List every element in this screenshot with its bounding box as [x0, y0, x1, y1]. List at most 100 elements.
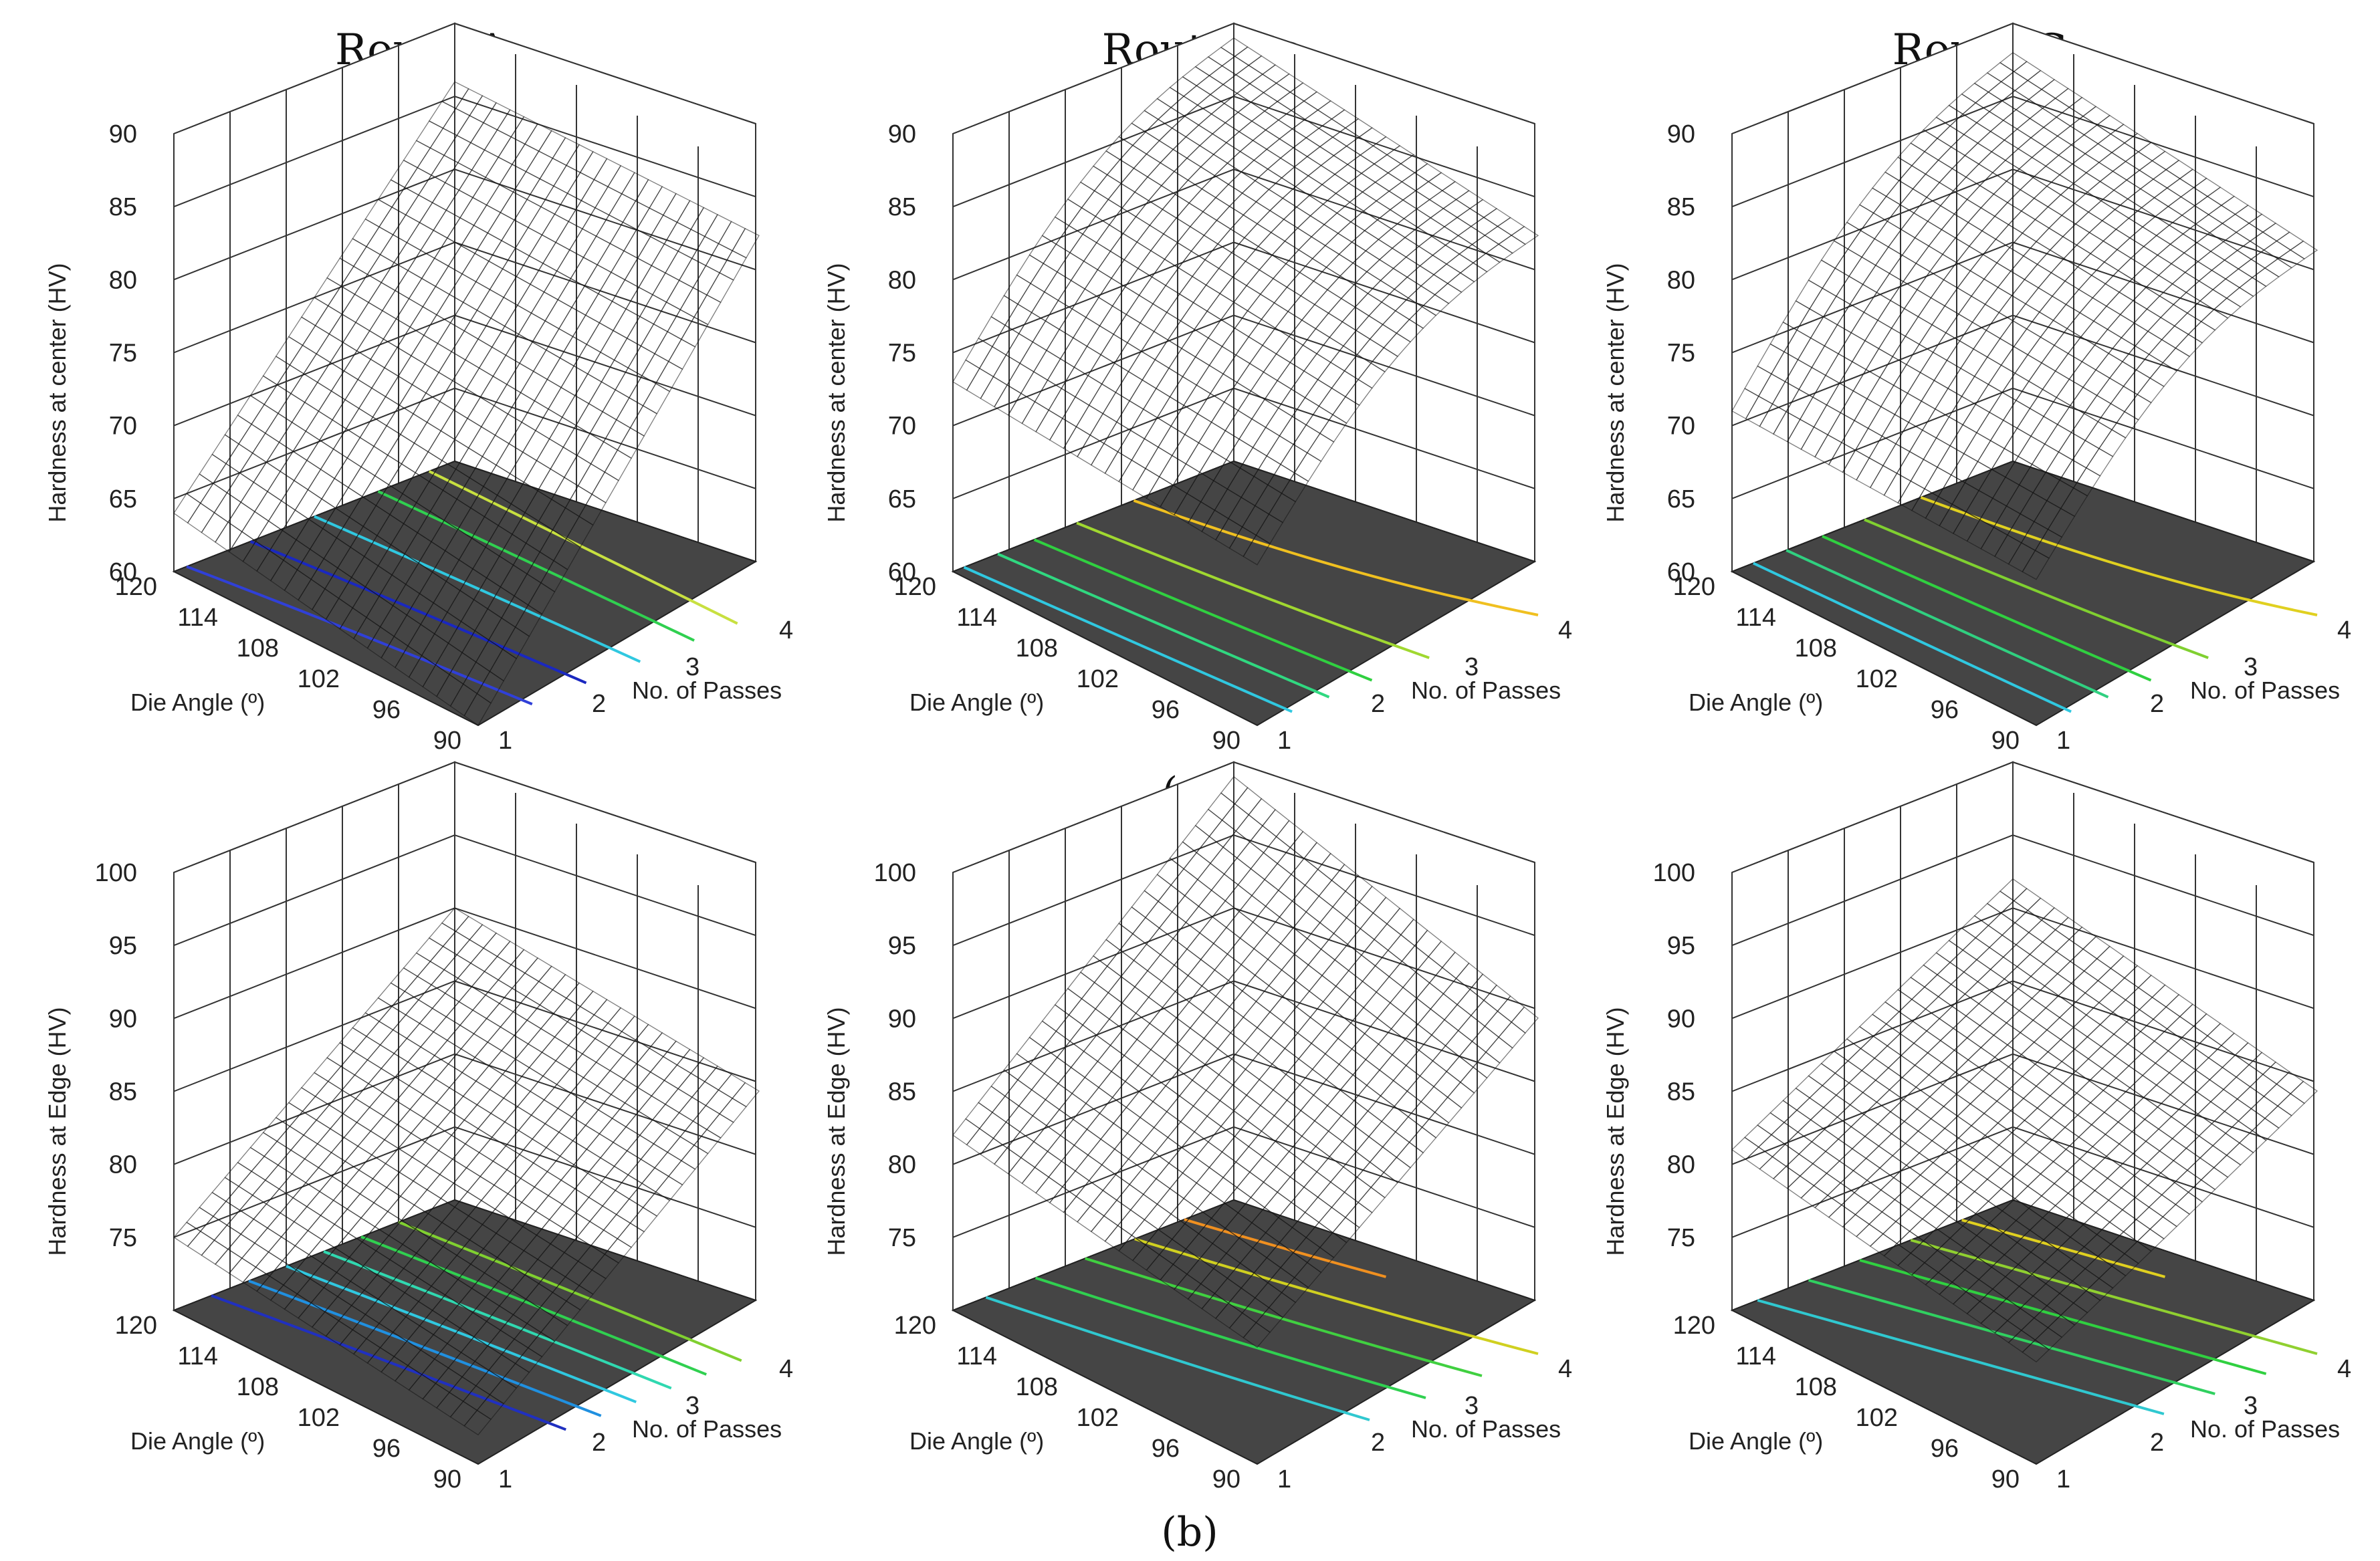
x-tick-label: 3 [1465, 1392, 1479, 1420]
z-tick-label: 95 [1667, 932, 1695, 960]
z-tick-label: 85 [1667, 193, 1695, 221]
z-tick-label: 90 [888, 1005, 916, 1033]
contour-line [1920, 496, 2318, 616]
z-tick-label: 75 [1667, 340, 1695, 368]
contour-line [249, 540, 587, 685]
z-tick-label: 100 [1653, 859, 1695, 887]
y-tick-label: 102 [298, 665, 340, 693]
y-axis-title: Die Angle (º) [909, 1427, 1044, 1455]
wall-gridline [952, 314, 1535, 427]
y-tick-label: 114 [956, 604, 997, 632]
x-tick-label: 4 [2337, 1355, 2351, 1383]
x-tick-label: 2 [592, 1429, 606, 1457]
y-tick-label: 114 [1735, 1342, 1776, 1370]
z-tick-label: 90 [888, 120, 916, 148]
wall-gridline [1731, 22, 2314, 134]
y-axis-title: Die Angle (º) [1689, 689, 1823, 716]
x-axis-title: No. of Passes [2190, 1415, 2340, 1443]
wall-gridline [173, 834, 756, 947]
y-tick-label: 114 [177, 604, 218, 632]
contour-line [985, 1296, 1370, 1421]
contour-line [1133, 499, 1539, 616]
wall-gridline [173, 761, 756, 873]
contour-line [186, 565, 533, 706]
surface-panel: 60 65 70 75 80 85 90 1 2 3 4 90 96 102 108 114 120 Hardne… [43, 22, 793, 755]
floor-plane [951, 1199, 1537, 1465]
wall-gridline [173, 980, 756, 1092]
contour-line [360, 1235, 708, 1376]
contour-line [1184, 1218, 1387, 1278]
z-axis-title: Hardness at center (HV) [43, 263, 71, 522]
wall-gridline [1731, 314, 2314, 427]
wall-gridline [1731, 907, 2314, 1019]
z-tick-label: 85 [1667, 1078, 1695, 1106]
wall-gridline [952, 22, 1535, 134]
z-tick-label: 80 [888, 266, 916, 294]
x-tick-label: 1 [498, 727, 512, 755]
x-tick-label: 1 [2056, 1465, 2070, 1493]
wall-gridline [173, 96, 756, 208]
wall-gridline [952, 168, 1535, 281]
z-tick-label: 85 [109, 1078, 137, 1106]
y-axis-title: Die Angle (º) [130, 1427, 265, 1455]
z-tick-label: 100 [874, 859, 916, 887]
z-tick-label: 80 [109, 266, 137, 294]
z-tick-label: 60 [109, 558, 137, 586]
y-tick-label: 96 [372, 696, 401, 724]
z-tick-label: 75 [1667, 1224, 1695, 1252]
y-tick-label: 120 [1673, 573, 1715, 601]
surface-panel: 75 80 85 90 95 100 1 2 3 4 90 96 102 108 114 120 Hardnes… [823, 761, 1572, 1493]
y-tick-label: 108 [1795, 1373, 1837, 1401]
wall-gridline [1731, 834, 2314, 947]
wall-gridline [173, 387, 756, 499]
contour-line [1033, 538, 1373, 682]
contour-line [1757, 1299, 2165, 1415]
x-tick-label: 3 [685, 653, 699, 681]
z-tick-label: 60 [1667, 558, 1695, 586]
y-tick-label: 90 [1991, 1465, 2020, 1493]
z-tick-label: 100 [95, 859, 137, 887]
surface-cell [1242, 534, 1271, 566]
contour-line [1910, 1239, 2318, 1355]
x-tick-label: 1 [498, 1465, 512, 1493]
y-tick-label: 102 [1077, 1404, 1119, 1432]
z-tick-label: 70 [1667, 412, 1695, 441]
wall-gridline [952, 761, 1535, 873]
x-axis-title: No. of Passes [1411, 1415, 1561, 1443]
wall-gridline [173, 1126, 756, 1238]
z-tick-label: 70 [888, 412, 916, 441]
y-tick-label: 90 [433, 1465, 461, 1493]
contour-line [1076, 521, 1430, 659]
surface-cell [1242, 1322, 1271, 1348]
x-tick-label: 4 [779, 616, 793, 644]
y-tick-label: 102 [1856, 665, 1898, 693]
z-axis-title: Hardness at center (HV) [1602, 263, 1629, 522]
y-tick-label: 120 [115, 1312, 157, 1340]
wall-gridline [1731, 1126, 2314, 1238]
x-tick-label: 4 [1558, 1355, 1572, 1383]
z-tick-label: 85 [888, 193, 916, 221]
x-tick-label: 3 [2244, 653, 2258, 681]
z-tick-label: 80 [888, 1151, 916, 1179]
z-axis-title: Hardness at center (HV) [823, 263, 850, 522]
y-axis-title: Die Angle (º) [1689, 1427, 1823, 1455]
floor-plane [951, 460, 1537, 727]
wall-gridline [952, 387, 1535, 499]
contour-line [997, 552, 1330, 699]
x-tick-label: 1 [1277, 1465, 1291, 1493]
surface-panel: 75 80 85 90 95 100 1 2 3 4 90 96 102 108 114 120 Hardnes… [1602, 761, 2351, 1493]
contour-line [1085, 1257, 1483, 1377]
y-tick-label: 108 [237, 634, 279, 663]
y-tick-label: 108 [237, 1373, 279, 1401]
x-tick-label: 2 [2150, 690, 2164, 718]
x-tick-label: 4 [1558, 616, 1572, 644]
surface-cell [463, 693, 492, 726]
y-tick-label: 102 [1856, 1404, 1898, 1432]
y-tick-label: 120 [1673, 1312, 1715, 1340]
y-tick-label: 120 [894, 573, 936, 601]
x-tick-label: 1 [1277, 727, 1291, 755]
z-tick-label: 75 [109, 1224, 137, 1252]
y-tick-label: 114 [177, 1342, 218, 1370]
z-tick-label: 65 [1667, 485, 1695, 513]
